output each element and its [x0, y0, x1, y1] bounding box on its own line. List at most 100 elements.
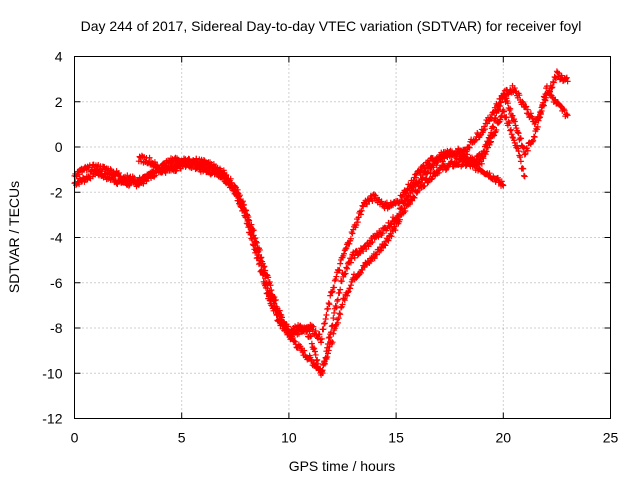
data-point	[538, 108, 545, 115]
data-point	[481, 126, 488, 133]
data-point	[242, 213, 249, 220]
data-point	[344, 265, 351, 272]
data-point	[563, 74, 570, 81]
data-point	[495, 102, 502, 109]
data-point	[471, 137, 478, 144]
data-point	[521, 151, 528, 158]
data-point	[488, 129, 495, 136]
data-point	[521, 173, 528, 180]
data-point	[349, 230, 356, 237]
data-point	[146, 154, 153, 161]
data-point	[529, 138, 536, 145]
data-point	[498, 113, 505, 120]
data-point	[227, 180, 234, 187]
data-point	[267, 282, 274, 289]
data-point	[522, 150, 529, 157]
data-point	[203, 161, 210, 168]
data-point	[333, 273, 340, 280]
data-point	[283, 325, 290, 332]
data-point	[337, 286, 344, 293]
data-point	[466, 144, 473, 151]
data-point	[398, 204, 405, 211]
data-point	[287, 333, 294, 340]
data-point	[423, 170, 430, 177]
x-tick-label: 5	[178, 430, 186, 446]
x-axis-tick-labels: 0 5 10 15 20 25	[71, 430, 619, 446]
data-point	[508, 131, 515, 138]
data-point	[337, 260, 344, 267]
data-point	[331, 284, 338, 291]
data-point	[548, 85, 555, 92]
data-point	[493, 126, 500, 133]
data-point	[358, 207, 365, 214]
series-track-c	[135, 83, 571, 346]
data-point	[501, 108, 508, 115]
data-point	[427, 168, 434, 175]
data-point	[341, 250, 348, 257]
data-point	[475, 161, 482, 168]
data-point	[509, 112, 516, 119]
y-axis-tick-labels: -12 -10 -8 -6 -4 -2 0 2 4	[42, 49, 62, 427]
data-point	[261, 263, 268, 270]
data-point	[259, 272, 266, 279]
data-point	[329, 288, 336, 295]
data-point	[272, 307, 279, 314]
y-tick-label: -6	[50, 275, 63, 291]
data-point	[500, 182, 507, 189]
data-point	[540, 102, 547, 109]
data-point	[474, 129, 481, 136]
data-point	[314, 360, 321, 367]
data-point	[458, 154, 465, 161]
data-point	[186, 156, 193, 163]
data-point	[333, 304, 340, 311]
x-tick-label: 0	[71, 430, 79, 446]
data-point	[369, 238, 376, 245]
data-point	[381, 241, 388, 248]
data-point	[399, 205, 406, 212]
data-point	[311, 348, 318, 355]
data-point	[513, 125, 520, 132]
data-point	[492, 107, 499, 114]
data-point	[561, 107, 568, 114]
data-point	[342, 270, 349, 277]
data-point	[318, 335, 325, 342]
data-point	[347, 235, 354, 242]
data-point	[494, 101, 501, 108]
data-point	[332, 276, 339, 283]
data-point	[266, 278, 273, 285]
data-point	[507, 126, 514, 133]
data-point	[530, 137, 537, 144]
data-point	[498, 98, 505, 105]
data-point	[314, 356, 321, 363]
data-point	[321, 358, 328, 365]
data-point	[488, 116, 495, 123]
data-point	[334, 319, 341, 326]
chart-title: Day 244 of 2017, Sidereal Day-to-day VTE…	[81, 18, 582, 34]
data-point	[514, 129, 521, 136]
data-point	[499, 181, 506, 188]
data-point	[547, 88, 554, 95]
data-point	[524, 145, 531, 152]
y-tick-label: -10	[42, 365, 62, 381]
data-point	[311, 345, 318, 352]
data-point	[371, 255, 378, 262]
x-axis-label: GPS time / hours	[289, 458, 396, 474]
data-point	[507, 105, 514, 112]
data-point	[115, 170, 122, 177]
grid-lines	[74, 56, 611, 419]
data-point	[220, 172, 227, 179]
data-point	[131, 174, 138, 181]
data-point	[76, 171, 83, 178]
data-point	[330, 315, 337, 322]
data-point	[252, 247, 259, 254]
data-point	[309, 326, 316, 333]
data-point	[343, 244, 350, 251]
data-point	[560, 106, 567, 113]
data-point	[337, 311, 344, 318]
data-point	[379, 230, 386, 237]
data-point	[411, 194, 418, 201]
data-point	[357, 211, 364, 218]
data-point	[534, 123, 541, 130]
data-point	[426, 161, 433, 168]
